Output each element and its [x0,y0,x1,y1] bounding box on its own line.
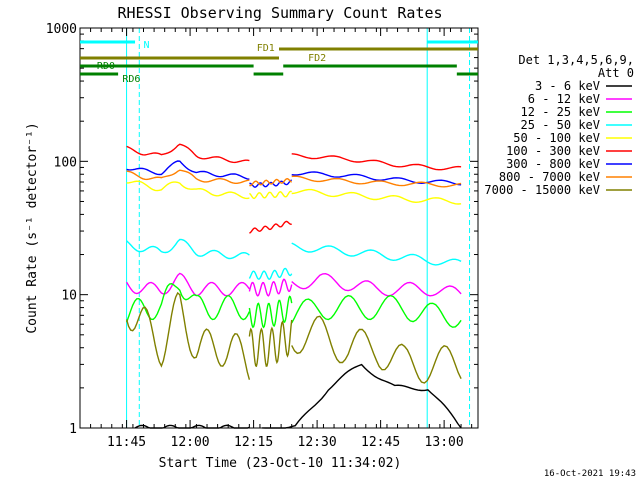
x-tick-label: 12:15 [234,435,273,450]
y-axis-title: Count Rate (s⁻¹ detector⁻¹) [25,122,40,333]
series-12-25-kev-segment-1 [248,295,293,329]
y-tick-label: 10 [61,289,77,304]
footer-timestamp: 16-Oct-2021 19:43 [544,469,636,479]
series-25-50-kev-segment-0 [126,238,250,260]
series-50-100-kev-segment-1 [248,190,292,200]
series-300-800-kev-segment-2 [291,171,462,186]
x-tick-label: 12:30 [298,435,337,450]
series-7000-15000-kev-segment-2 [291,315,462,384]
flag-label-n: N [144,40,150,51]
flag-label-fd2: FD2 [308,53,326,64]
legend-label: 6 - 12 keV [528,92,600,106]
legend-header-line-1: Det 1,3,4,5,6,9, [518,53,634,67]
chart-title: RHESSI Observing Summary Count Rates [117,4,442,22]
series-6-12-kev-segment-1 [248,278,293,297]
y-tick-label: 1 [69,422,77,437]
x-axis-title: Start Time (23-Oct-10 11:34:02) [159,456,402,471]
series-7000-15000-kev-segment-0 [125,291,251,380]
series-50-100-kev-segment-0 [126,180,250,200]
legend-label: 50 - 100 keV [513,131,600,145]
series-800-7000-kev-segment-0 [126,169,250,185]
series-3-6-kev-segment-1 [262,363,462,429]
flag-label-fd1: FD1 [257,43,275,54]
series-12-25-kev-segment-0 [125,282,251,323]
legend-header-line-2: Att 0 [598,66,634,80]
x-tick-label: 12:45 [361,435,400,450]
series-100-300-kev-segment-0 [126,143,250,164]
y-tick-label: 1000 [46,22,77,37]
legend-label: 800 - 7000 keV [499,170,600,184]
x-tick-label: 12:00 [171,435,210,450]
plot-area: 1 10 100 1000 11:45 12:00 12:15 12:30 12:45 13:00… [46,22,479,450]
series-7000-15000-kev-segment-1 [248,319,293,368]
series-12-25-kev-segment-2 [291,294,462,328]
series-300-800-kev-segment-1 [249,179,292,188]
series-100-300-kev-segment-1 [249,220,292,234]
y-tick-label: 100 [54,155,77,170]
plot-frame [79,27,479,429]
flag-label-rd6: RD6 [122,74,140,85]
x-tick-label: 13:00 [425,435,464,450]
x-tick-label: 11:45 [107,435,146,450]
legend-label: 25 - 50 keV [521,118,600,132]
legend-label: 3 - 6 keV [535,79,600,93]
series-300-800-kev-segment-0 [126,160,250,180]
series-800-7000-kev-segment-1 [249,177,293,187]
legend-label: 12 - 25 keV [521,105,600,119]
series-100-300-kev-segment-2 [291,153,462,171]
series-25-50-kev-segment-1 [248,267,293,280]
flag-label-rd0: RD0 [97,61,115,72]
series-800-7000-kev-segment-2 [291,175,462,188]
series-6-12-kev-segment-0 [125,272,250,297]
series-50-100-kev-segment-2 [291,188,462,205]
series-25-50-kev-segment-2 [291,242,462,266]
legend-label: 300 - 800 keV [506,157,600,171]
series-6-12-kev-segment-2 [291,272,462,297]
legend-label: 100 - 300 keV [506,144,600,158]
legend-label: 7000 - 15000 keV [484,183,600,197]
